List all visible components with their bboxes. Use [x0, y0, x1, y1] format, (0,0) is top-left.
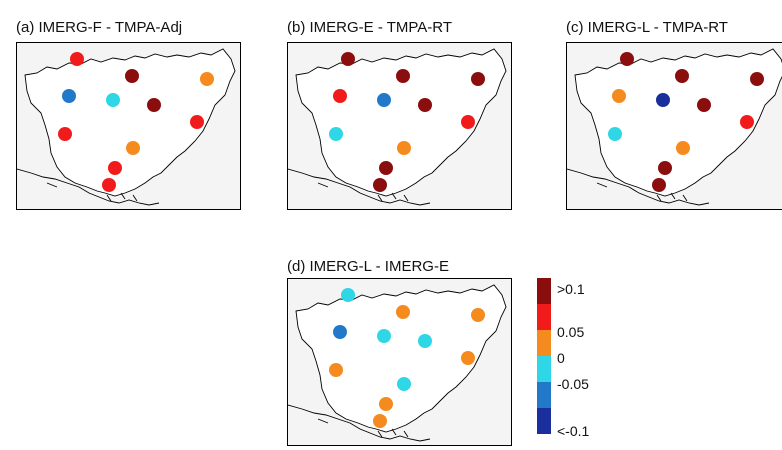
panel-d-title: (d) IMERG-L - IMERG-E [287, 258, 449, 275]
colorbar-segment-navy [537, 408, 551, 434]
colorbar-label-gt-0.1: >0.1 [557, 281, 585, 297]
station-marker-9 [126, 141, 140, 155]
panel-a-title: (a) IMERG-F - TMPA-Adj [16, 19, 183, 36]
panel-b-title: (b) IMERG-E - TMPA-RT [287, 19, 452, 36]
colorbar [537, 278, 551, 434]
station-marker-4 [333, 325, 347, 339]
station-marker-8 [461, 115, 475, 129]
station-marker-6 [147, 98, 161, 112]
station-marker-11 [373, 414, 387, 428]
panel-c-title: (c) IMERG-L - TMPA-RT [566, 19, 728, 36]
station-marker-6 [418, 334, 432, 348]
panel-c-map [566, 42, 782, 210]
station-marker-11 [652, 178, 666, 192]
station-marker-3 [471, 308, 485, 322]
station-marker-9 [676, 141, 690, 155]
station-marker-9 [397, 141, 411, 155]
station-marker-6 [697, 98, 711, 112]
station-marker-2 [675, 69, 689, 83]
station-marker-2 [125, 69, 139, 83]
station-marker-3 [471, 72, 485, 86]
country-outline [295, 284, 507, 433]
coastline [288, 404, 431, 442]
station-marker-4 [333, 89, 347, 103]
panel-a-map-svg [17, 48, 236, 206]
station-marker-8 [190, 115, 204, 129]
coastline [17, 168, 160, 206]
coastline [288, 168, 431, 206]
station-marker-7 [58, 127, 72, 141]
station-marker-5 [106, 93, 120, 107]
station-marker-6 [418, 98, 432, 112]
colorbar-segment-cyan [537, 356, 551, 382]
panel-b-map-svg [288, 48, 507, 206]
station-marker-5 [656, 93, 670, 107]
panel-d-map-svg [288, 284, 507, 442]
station-marker-5 [377, 329, 391, 343]
station-marker-9 [397, 377, 411, 391]
colorbar-segment-darkred [537, 278, 551, 304]
colorbar-label-0.05: 0.05 [557, 324, 585, 340]
station-marker-11 [102, 178, 116, 192]
station-marker-8 [740, 115, 754, 129]
station-marker-7 [329, 127, 343, 141]
panel-b-map [287, 42, 512, 210]
country-outline [295, 48, 507, 197]
colorbar-label-lt-neg-0.1: <-0.1 [557, 423, 590, 439]
station-marker-4 [612, 89, 626, 103]
station-marker-11 [373, 178, 387, 192]
country-outline [24, 48, 236, 197]
station-marker-7 [608, 127, 622, 141]
coastline [567, 168, 710, 206]
station-marker-3 [750, 72, 764, 86]
station-marker-3 [200, 72, 214, 86]
station-marker-1 [341, 52, 355, 66]
station-marker-10 [658, 161, 672, 175]
country-outline [574, 48, 782, 197]
station-marker-5 [377, 93, 391, 107]
colorbar-segment-red [537, 304, 551, 330]
station-marker-1 [341, 288, 355, 302]
colorbar-label-0: 0 [557, 350, 565, 366]
station-marker-8 [461, 351, 475, 365]
panel-c-map-svg [567, 48, 782, 206]
panel-d-map [287, 278, 512, 446]
station-marker-1 [70, 52, 84, 66]
station-marker-4 [62, 89, 76, 103]
station-marker-10 [379, 397, 393, 411]
station-marker-2 [396, 69, 410, 83]
colorbar-label-neg-0.05: -0.05 [557, 376, 589, 392]
station-marker-10 [379, 161, 393, 175]
station-marker-2 [396, 305, 410, 319]
colorbar-segment-blue [537, 382, 551, 408]
station-marker-7 [329, 363, 343, 377]
station-marker-10 [108, 161, 122, 175]
station-marker-1 [620, 52, 634, 66]
colorbar-segment-orange [537, 330, 551, 356]
panel-a-map [16, 42, 241, 210]
